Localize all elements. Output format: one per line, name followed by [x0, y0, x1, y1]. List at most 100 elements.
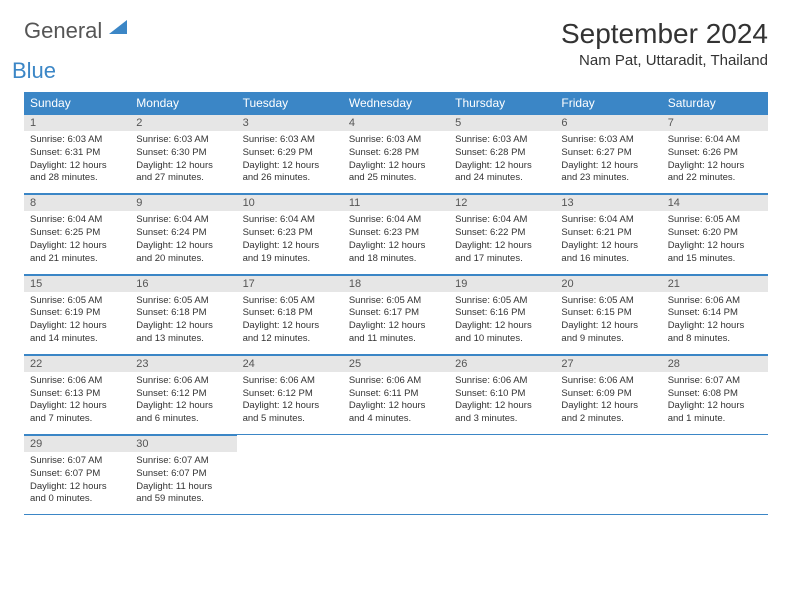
day-number: 3	[237, 114, 343, 131]
day-number: 27	[555, 355, 661, 372]
day-line: Sunset: 6:12 PM	[243, 388, 337, 401]
day-line: and 20 minutes.	[136, 253, 230, 266]
day-line: Sunset: 6:21 PM	[561, 227, 655, 240]
day-body: Sunrise: 6:03 AMSunset: 6:27 PMDaylight:…	[555, 131, 661, 193]
day-line: Sunrise: 6:04 AM	[561, 214, 655, 227]
day-number: 29	[24, 435, 130, 452]
day-header: Sunday	[24, 92, 130, 114]
logo-word-blue: Blue	[12, 58, 127, 84]
day-header: Tuesday	[237, 92, 343, 114]
day-number: 11	[343, 194, 449, 211]
day-line: and 25 minutes.	[349, 172, 443, 185]
day-line: and 6 minutes.	[136, 413, 230, 426]
day-cell: 19Sunrise: 6:05 AMSunset: 6:16 PMDayligh…	[449, 274, 555, 354]
day-cell	[343, 435, 449, 515]
day-body: Sunrise: 6:07 AMSunset: 6:07 PMDaylight:…	[24, 452, 130, 514]
logo-triangle-icon	[109, 20, 127, 34]
day-line: and 21 minutes.	[30, 253, 124, 266]
day-line: Daylight: 12 hours	[455, 160, 549, 173]
day-line: and 19 minutes.	[243, 253, 337, 266]
day-cell: 20Sunrise: 6:05 AMSunset: 6:15 PMDayligh…	[555, 274, 661, 354]
day-cell: 25Sunrise: 6:06 AMSunset: 6:11 PMDayligh…	[343, 354, 449, 434]
day-line: Sunrise: 6:06 AM	[455, 375, 549, 388]
day-line: and 11 minutes.	[349, 333, 443, 346]
day-body: Sunrise: 6:05 AMSunset: 6:19 PMDaylight:…	[24, 292, 130, 354]
day-line: Sunrise: 6:04 AM	[243, 214, 337, 227]
day-line: Sunrise: 6:06 AM	[668, 295, 762, 308]
day-line: Daylight: 12 hours	[136, 320, 230, 333]
day-cell: 5Sunrise: 6:03 AMSunset: 6:28 PMDaylight…	[449, 114, 555, 194]
day-line: Sunrise: 6:05 AM	[668, 214, 762, 227]
day-number: 21	[662, 275, 768, 292]
day-line: Sunset: 6:12 PM	[136, 388, 230, 401]
day-line: Sunrise: 6:06 AM	[243, 375, 337, 388]
day-line: Daylight: 12 hours	[30, 240, 124, 253]
day-header: Wednesday	[343, 92, 449, 114]
day-line: Daylight: 12 hours	[136, 160, 230, 173]
day-line: Daylight: 12 hours	[136, 240, 230, 253]
day-line: Sunset: 6:07 PM	[136, 468, 230, 481]
day-line: and 18 minutes.	[349, 253, 443, 266]
day-number: 13	[555, 194, 661, 211]
day-line: Sunrise: 6:03 AM	[561, 134, 655, 147]
day-cell: 18Sunrise: 6:05 AMSunset: 6:17 PMDayligh…	[343, 274, 449, 354]
day-header: Monday	[130, 92, 236, 114]
week-row: 1Sunrise: 6:03 AMSunset: 6:31 PMDaylight…	[24, 114, 768, 194]
day-body: Sunrise: 6:07 AMSunset: 6:07 PMDaylight:…	[130, 452, 236, 514]
day-line: and 28 minutes.	[30, 172, 124, 185]
day-number: 1	[24, 114, 130, 131]
day-line: Daylight: 12 hours	[243, 160, 337, 173]
day-line: Sunset: 6:22 PM	[455, 227, 549, 240]
day-number: 26	[449, 355, 555, 372]
day-cell: 7Sunrise: 6:04 AMSunset: 6:26 PMDaylight…	[662, 114, 768, 194]
day-line: Sunrise: 6:03 AM	[30, 134, 124, 147]
day-line: Daylight: 12 hours	[30, 481, 124, 494]
day-number: 18	[343, 275, 449, 292]
week-row: 29Sunrise: 6:07 AMSunset: 6:07 PMDayligh…	[24, 435, 768, 515]
day-number: 10	[237, 194, 343, 211]
day-line: Sunset: 6:20 PM	[668, 227, 762, 240]
day-line: and 9 minutes.	[561, 333, 655, 346]
day-body: Sunrise: 6:05 AMSunset: 6:16 PMDaylight:…	[449, 292, 555, 354]
day-number: 15	[24, 275, 130, 292]
day-line: Daylight: 12 hours	[243, 400, 337, 413]
day-line: Daylight: 12 hours	[668, 320, 762, 333]
day-line: Sunset: 6:23 PM	[243, 227, 337, 240]
day-body: Sunrise: 6:07 AMSunset: 6:08 PMDaylight:…	[662, 372, 768, 434]
day-line: Daylight: 12 hours	[455, 400, 549, 413]
day-body: Sunrise: 6:04 AMSunset: 6:21 PMDaylight:…	[555, 211, 661, 273]
day-line: Daylight: 12 hours	[561, 400, 655, 413]
day-line: Sunrise: 6:04 AM	[349, 214, 443, 227]
day-line: Daylight: 12 hours	[561, 320, 655, 333]
day-line: Sunrise: 6:07 AM	[668, 375, 762, 388]
day-line: and 7 minutes.	[30, 413, 124, 426]
day-cell	[449, 435, 555, 515]
day-cell: 17Sunrise: 6:05 AMSunset: 6:18 PMDayligh…	[237, 274, 343, 354]
day-line: Sunrise: 6:03 AM	[349, 134, 443, 147]
day-line: Sunset: 6:26 PM	[668, 147, 762, 160]
day-line: Daylight: 12 hours	[30, 160, 124, 173]
day-line: Sunset: 6:08 PM	[668, 388, 762, 401]
day-line: Daylight: 12 hours	[455, 320, 549, 333]
day-cell: 13Sunrise: 6:04 AMSunset: 6:21 PMDayligh…	[555, 194, 661, 274]
day-line: and 27 minutes.	[136, 172, 230, 185]
day-cell: 30Sunrise: 6:07 AMSunset: 6:07 PMDayligh…	[130, 435, 236, 515]
header: General Blue September 2024 Nam Pat, Utt…	[24, 18, 768, 84]
day-body: Sunrise: 6:03 AMSunset: 6:28 PMDaylight:…	[449, 131, 555, 193]
day-line: Sunset: 6:24 PM	[136, 227, 230, 240]
day-line: Sunset: 6:27 PM	[561, 147, 655, 160]
day-cell: 22Sunrise: 6:06 AMSunset: 6:13 PMDayligh…	[24, 354, 130, 434]
day-number: 30	[130, 435, 236, 452]
day-line: Sunset: 6:07 PM	[30, 468, 124, 481]
day-body: Sunrise: 6:04 AMSunset: 6:26 PMDaylight:…	[662, 131, 768, 193]
day-line: Daylight: 12 hours	[561, 160, 655, 173]
day-header: Thursday	[449, 92, 555, 114]
day-number: 6	[555, 114, 661, 131]
day-line: Daylight: 12 hours	[136, 400, 230, 413]
day-line: and 23 minutes.	[561, 172, 655, 185]
day-line: Sunrise: 6:04 AM	[30, 214, 124, 227]
day-line: Daylight: 12 hours	[243, 320, 337, 333]
day-number: 16	[130, 275, 236, 292]
day-line: Sunset: 6:10 PM	[455, 388, 549, 401]
day-line: Sunrise: 6:05 AM	[349, 295, 443, 308]
